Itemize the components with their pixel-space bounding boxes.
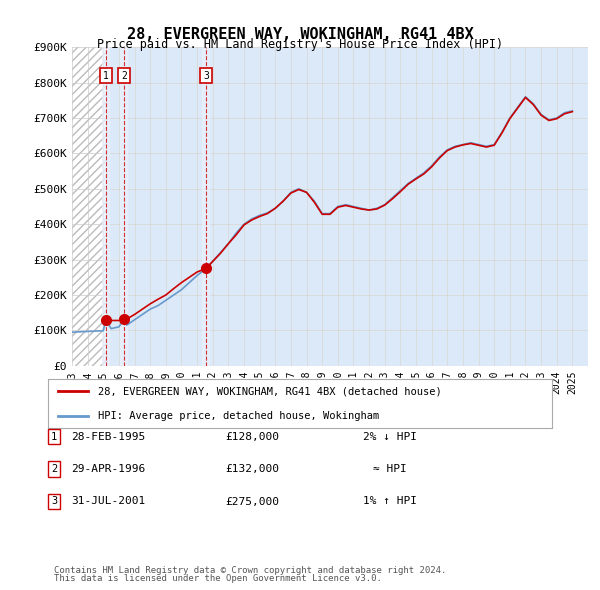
Text: 2: 2 xyxy=(51,464,57,474)
Text: 3: 3 xyxy=(51,497,57,506)
Text: Price paid vs. HM Land Registry's House Price Index (HPI): Price paid vs. HM Land Registry's House … xyxy=(97,38,503,51)
Text: £275,000: £275,000 xyxy=(225,497,279,506)
Text: 2: 2 xyxy=(121,71,127,80)
Text: This data is licensed under the Open Government Licence v3.0.: This data is licensed under the Open Gov… xyxy=(54,574,382,583)
Bar xyxy=(102,47,110,366)
Text: 28-FEB-1995: 28-FEB-1995 xyxy=(71,432,145,441)
Text: ≈ HPI: ≈ HPI xyxy=(373,464,407,474)
Text: 1: 1 xyxy=(51,432,57,441)
Text: 28, EVERGREEN WAY, WOKINGHAM, RG41 4BX (detached house): 28, EVERGREEN WAY, WOKINGHAM, RG41 4BX (… xyxy=(98,386,442,396)
Text: 29-APR-1996: 29-APR-1996 xyxy=(71,464,145,474)
Text: £128,000: £128,000 xyxy=(225,432,279,441)
Bar xyxy=(120,47,128,366)
Text: Contains HM Land Registry data © Crown copyright and database right 2024.: Contains HM Land Registry data © Crown c… xyxy=(54,566,446,575)
Text: 31-JUL-2001: 31-JUL-2001 xyxy=(71,497,145,506)
Text: 28, EVERGREEN WAY, WOKINGHAM, RG41 4BX: 28, EVERGREEN WAY, WOKINGHAM, RG41 4BX xyxy=(127,27,473,41)
Text: 3: 3 xyxy=(203,71,209,80)
Text: 1: 1 xyxy=(103,71,109,80)
Bar xyxy=(72,47,106,366)
Text: 1% ↑ HPI: 1% ↑ HPI xyxy=(363,497,417,506)
Text: 2% ↓ HPI: 2% ↓ HPI xyxy=(363,432,417,441)
Bar xyxy=(202,47,210,366)
Text: £132,000: £132,000 xyxy=(225,464,279,474)
Text: HPI: Average price, detached house, Wokingham: HPI: Average price, detached house, Woki… xyxy=(98,411,380,421)
